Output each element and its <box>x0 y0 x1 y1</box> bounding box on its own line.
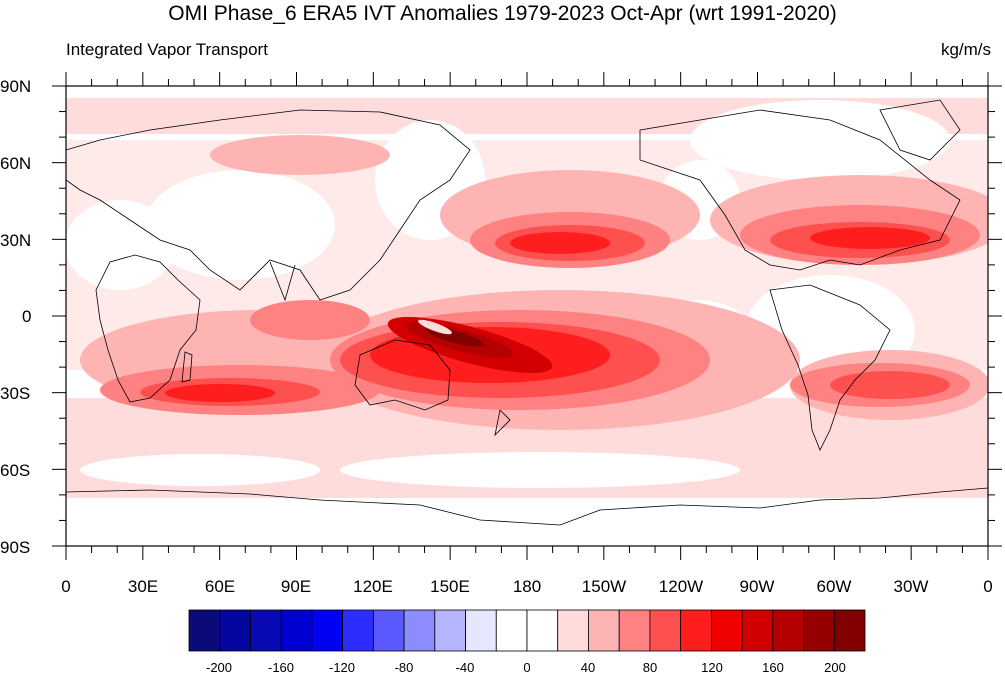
colorbar-label: -160 <box>268 660 294 675</box>
colorbar-box <box>833 609 866 652</box>
colorbar-box <box>741 609 774 652</box>
lon-label-0w: 0 <box>983 577 992 596</box>
colorbar-label: -120 <box>329 660 355 675</box>
colorbar-box <box>803 609 835 652</box>
colorbar-box <box>618 609 651 652</box>
colorbar-label: 200 <box>824 660 846 675</box>
lat-labels: 90N 60N 30N 0 30S 60S 90S <box>0 77 31 557</box>
lat-label-60s: 60S <box>0 461 30 480</box>
axis-ticks <box>52 72 1002 560</box>
colorbar-box <box>372 609 405 652</box>
lon-label-90w: 90W <box>740 577 775 596</box>
lat-label-90s: 90S <box>0 538 30 557</box>
colorbar-box <box>342 609 374 652</box>
colorbar <box>188 609 866 652</box>
lon-label-0: 0 <box>61 577 70 596</box>
anomaly-field <box>66 98 988 546</box>
colorbar-box <box>403 609 436 652</box>
lat-label-30n: 30N <box>0 231 31 250</box>
lat-label-eq: 0 <box>22 307 31 326</box>
lon-label-150w: 150W <box>582 577 626 596</box>
colorbar-box <box>219 609 251 652</box>
lon-label-30e: 30E <box>128 577 158 596</box>
plot-title: OMI Phase_6 ERA5 IVT Anomalies 1979-2023… <box>168 2 837 25</box>
lon-label-60w: 60W <box>817 577 852 596</box>
lon-label-180: 180 <box>513 577 541 596</box>
colorbar-label: 40 <box>581 660 595 675</box>
lon-label-60e: 60E <box>205 577 235 596</box>
colorbar-box <box>680 609 712 652</box>
colorbar-box <box>495 609 528 652</box>
colorbar-box <box>280 609 313 652</box>
lon-label-90e: 90E <box>281 577 311 596</box>
lon-label-150e: 150E <box>430 577 470 596</box>
colorbar-label: -40 <box>456 660 475 675</box>
lon-label-120e: 120E <box>353 577 393 596</box>
colorbar-box <box>311 609 344 652</box>
lon-labels: 0 30E 60E 90E 120E 150E 180 150W 120W 90… <box>61 577 992 596</box>
colorbar-labels: -200 -160 -120 -80 -40 0 40 80 120 160 2… <box>206 660 846 675</box>
colorbar-label: 80 <box>643 660 657 675</box>
colorbar-label: 0 <box>523 660 530 675</box>
colorbar-box <box>710 609 743 652</box>
lat-label-60n: 60N <box>0 154 31 173</box>
variable-label: Integrated Vapor Transport <box>66 40 268 59</box>
colorbar-label: 120 <box>701 660 723 675</box>
colorbar-label: -200 <box>206 660 232 675</box>
colorbar-box <box>250 609 282 652</box>
lat-label-90n: 90N <box>0 77 31 96</box>
lon-label-30w: 30W <box>894 577 929 596</box>
lat-label-30s: 30S <box>0 384 30 403</box>
colorbar-box <box>188 609 221 652</box>
colorbar-label: -80 <box>395 660 414 675</box>
colorbar-box <box>649 609 682 652</box>
colorbar-box <box>526 609 559 652</box>
lon-label-120w: 120W <box>659 577 703 596</box>
colorbar-label: 160 <box>762 660 784 675</box>
colorbar-box <box>557 609 589 652</box>
colorbar-box <box>588 609 620 652</box>
units-label: kg/m/s <box>940 40 991 59</box>
colorbar-box <box>465 609 497 652</box>
colorbar-box <box>772 609 804 652</box>
colorbar-box <box>434 609 466 652</box>
